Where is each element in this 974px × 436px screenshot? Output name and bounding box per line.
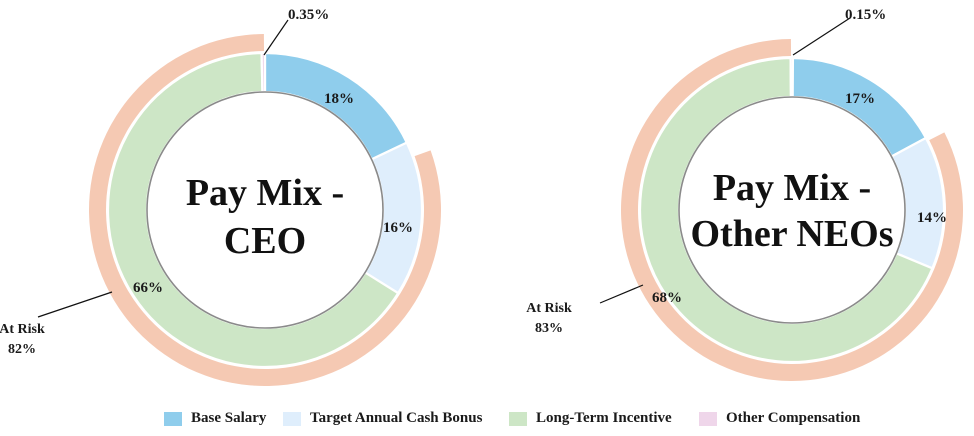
data-label-other-compensation: 0.15% [845,7,886,23]
pay-mix-charts: 18% 16% 66% 0.35% Pay Mix - CEO At Risk 82%… [0,7,964,386]
legend-label-long-term-incentive: Long-Term Incentive [536,410,672,426]
chart-pay-mix-other-neos: 17% 14% 68% 0.15% Pay Mix - Other NEOs At R… [526,7,964,382]
chart-title-ceo-line-1: Pay Mix - [186,172,344,214]
chart-title-neos-line-1: Pay Mix - [713,167,871,209]
chart-title-ceo-line-2: CEO [224,220,306,262]
legend-item-long-term-incentive: Long-Term Incentive [509,410,672,427]
legend-swatch-base-salary [164,411,182,426]
chart-title-neos-line-2: Other NEOs [690,213,893,255]
legend-label-base-salary: Base Salary [191,410,267,426]
legend-item-other-compensation: Other Compensation [699,410,860,427]
leader-line-other-compensation [263,19,289,56]
data-label-target-bonus: 16% [383,220,413,236]
slice-other-compensation [789,56,795,99]
legend-item-base-salary: Base Salary [164,410,266,427]
leader-line-at-risk [599,284,644,304]
leader-line-at-risk [37,291,113,318]
data-label-base-salary: 17% [845,91,875,107]
chart-pay-mix-ceo: 18% 16% 66% 0.35% Pay Mix - CEO At Risk 82% [0,7,441,386]
at-risk-value-ceo: 82% [8,342,36,357]
at-risk-label-neos: At Risk [526,301,572,316]
data-label-long-term-incentive: 66% [133,280,163,296]
data-label-base-salary: 18% [324,91,354,107]
donut-center [678,96,906,324]
leader-line-other-compensation [792,17,851,56]
data-label-other-compensation: 0.35% [288,7,329,23]
data-label-long-term-incentive: 68% [652,290,682,306]
legend-swatch-other-compensation [699,411,717,426]
slice-other-compensation [260,51,267,94]
at-risk-label-ceo: At Risk [0,322,45,337]
legend-swatch-long-term-incentive [509,411,527,426]
at-risk-value-neos: 83% [535,321,563,336]
legend-item-target-bonus: Target Annual Cash Bonus [283,410,482,427]
legend-label-target-bonus: Target Annual Cash Bonus [310,410,483,426]
legend-swatch-target-bonus [283,411,301,426]
data-label-target-bonus: 14% [917,210,947,226]
legend-label-other-compensation: Other Compensation [726,410,861,426]
legend: Base Salary Target Annual Cash Bonus Lon… [0,410,974,434]
donut-center [146,91,384,329]
